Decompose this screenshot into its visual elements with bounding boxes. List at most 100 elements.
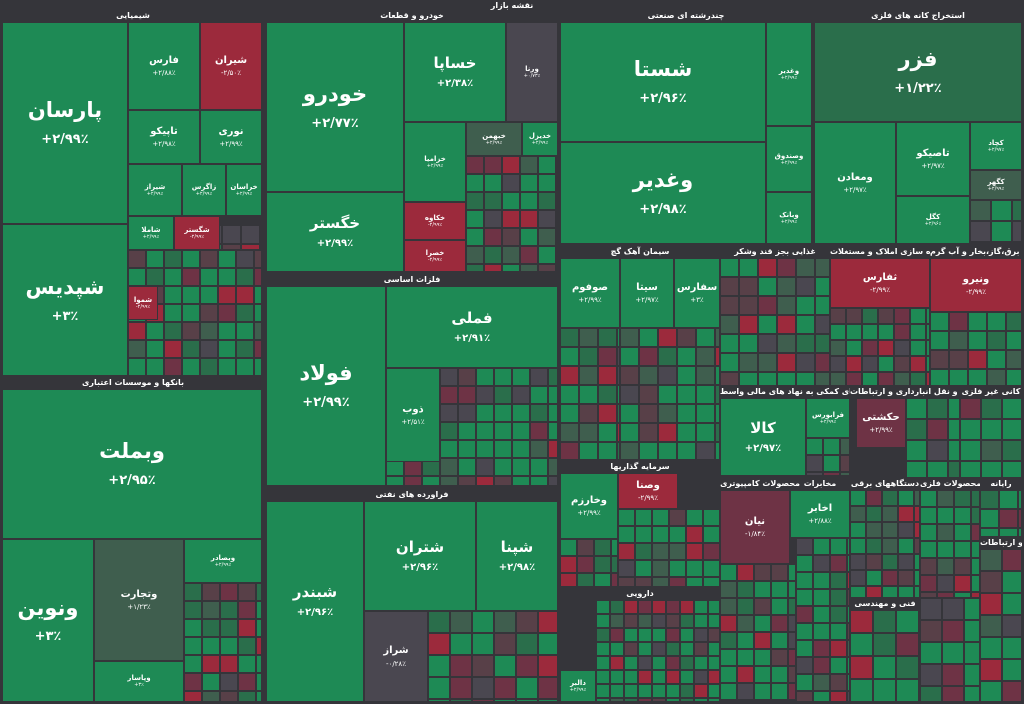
small-tile[interactable] [980,637,1002,659]
small-tile[interactable] [652,600,666,614]
small-tile[interactable] [238,673,256,691]
small-tile[interactable] [758,334,777,353]
small-tile[interactable] [971,524,980,541]
small-tile[interactable] [658,328,677,347]
small-tile[interactable] [256,655,262,673]
small-tile[interactable] [598,366,617,385]
tile-vebmelat[interactable]: وبملت +۲/۹۵٪ [2,389,262,539]
small-tile[interactable] [906,419,927,440]
small-tile[interactable] [920,620,942,642]
small-tile[interactable] [638,614,652,628]
small-tile[interactable] [930,350,949,369]
small-tile[interactable] [548,440,558,458]
small-tile[interactable] [708,684,720,698]
small-tile[interactable] [218,322,236,340]
small-tile[interactable] [777,296,796,315]
small-tile[interactable] [894,340,910,356]
small-tile[interactable] [182,304,200,322]
small-tile[interactable] [937,490,954,507]
small-tile[interactable] [898,570,914,586]
small-tile[interactable] [618,560,635,577]
small-tile[interactable] [596,600,610,614]
small-tile[interactable] [476,386,494,404]
small-tile[interactable] [703,577,720,587]
small-tile[interactable] [494,611,516,633]
small-tile[interactable] [218,358,236,376]
small-tile[interactable] [981,419,1002,440]
small-tile[interactable] [184,637,202,655]
small-tile[interactable] [715,385,720,404]
small-tile[interactable] [696,328,715,347]
small-tile[interactable] [594,573,611,587]
small-tile[interactable] [236,304,254,322]
small-tile[interactable] [184,673,202,691]
small-tile[interactable] [1002,681,1022,702]
small-tile[interactable] [715,347,720,366]
small-tile[interactable] [771,615,788,632]
small-tile[interactable] [980,490,999,509]
small-tile[interactable] [720,649,737,666]
small-tile[interactable] [866,490,882,506]
small-tile[interactable] [999,528,1018,537]
small-tile[interactable] [146,322,164,340]
small-tile[interactable] [146,250,164,268]
small-tile[interactable] [220,691,238,702]
small-tile[interactable] [624,684,638,698]
small-tile[interactable] [598,385,617,404]
small-tile[interactable] [680,670,694,684]
small-tile[interactable] [715,423,720,442]
small-tile[interactable] [1002,615,1022,637]
small-tile[interactable] [538,264,556,272]
small-tile[interactable] [708,600,720,614]
small-tile[interactable] [696,442,715,460]
small-tile[interactable] [458,386,476,404]
small-tile[interactable] [968,350,987,369]
small-tile[interactable] [596,614,610,628]
small-tile[interactable] [823,472,840,476]
small-tile[interactable] [878,308,894,324]
small-tile[interactable] [840,438,850,455]
small-tile[interactable] [618,526,635,543]
small-tile[interactable] [184,655,202,673]
small-tile[interactable] [256,619,262,637]
small-tile[interactable] [920,507,937,524]
small-tile[interactable] [610,614,624,628]
small-tile[interactable] [754,598,771,615]
small-tile[interactable] [815,334,830,353]
small-tile[interactable] [754,615,771,632]
small-tile[interactable] [610,684,624,698]
small-tile[interactable] [512,404,530,422]
small-tile[interactable] [472,633,494,655]
small-tile[interactable] [680,614,694,628]
small-tile[interactable] [530,458,548,476]
small-tile[interactable] [830,589,847,606]
small-tile[interactable] [830,674,847,691]
small-tile[interactable] [796,657,813,674]
small-tile[interactable] [847,555,850,572]
small-tile[interactable] [703,526,720,543]
small-tile[interactable] [720,632,737,649]
small-tile[interactable] [720,666,737,683]
small-tile[interactable] [971,507,980,524]
small-tile[interactable] [484,156,502,174]
small-tile[interactable] [254,340,262,358]
small-tile[interactable] [971,558,980,575]
small-tile[interactable] [666,628,680,642]
small-tile[interactable] [450,699,472,702]
small-tile[interactable] [796,334,815,353]
tile-sita[interactable]: سیتا +۲/۹۷٪ [620,258,674,328]
small-tile[interactable] [758,315,777,334]
small-tile[interactable] [611,539,618,556]
small-tile[interactable] [788,564,796,581]
small-tile[interactable] [937,592,954,598]
small-tile[interactable] [428,655,450,677]
small-tile[interactable] [850,554,866,570]
small-tile[interactable] [639,442,658,460]
small-tile[interactable] [611,556,618,573]
small-tile[interactable] [830,538,847,555]
tile-tapiko[interactable]: تاپیکو +۲/۹۸٪ [128,110,200,164]
small-tile[interactable] [669,560,686,577]
small-tile[interactable] [638,698,652,702]
small-tile[interactable] [202,601,220,619]
tile-sofoum[interactable]: صوفوم +۲/۹۹٪ [560,258,620,328]
